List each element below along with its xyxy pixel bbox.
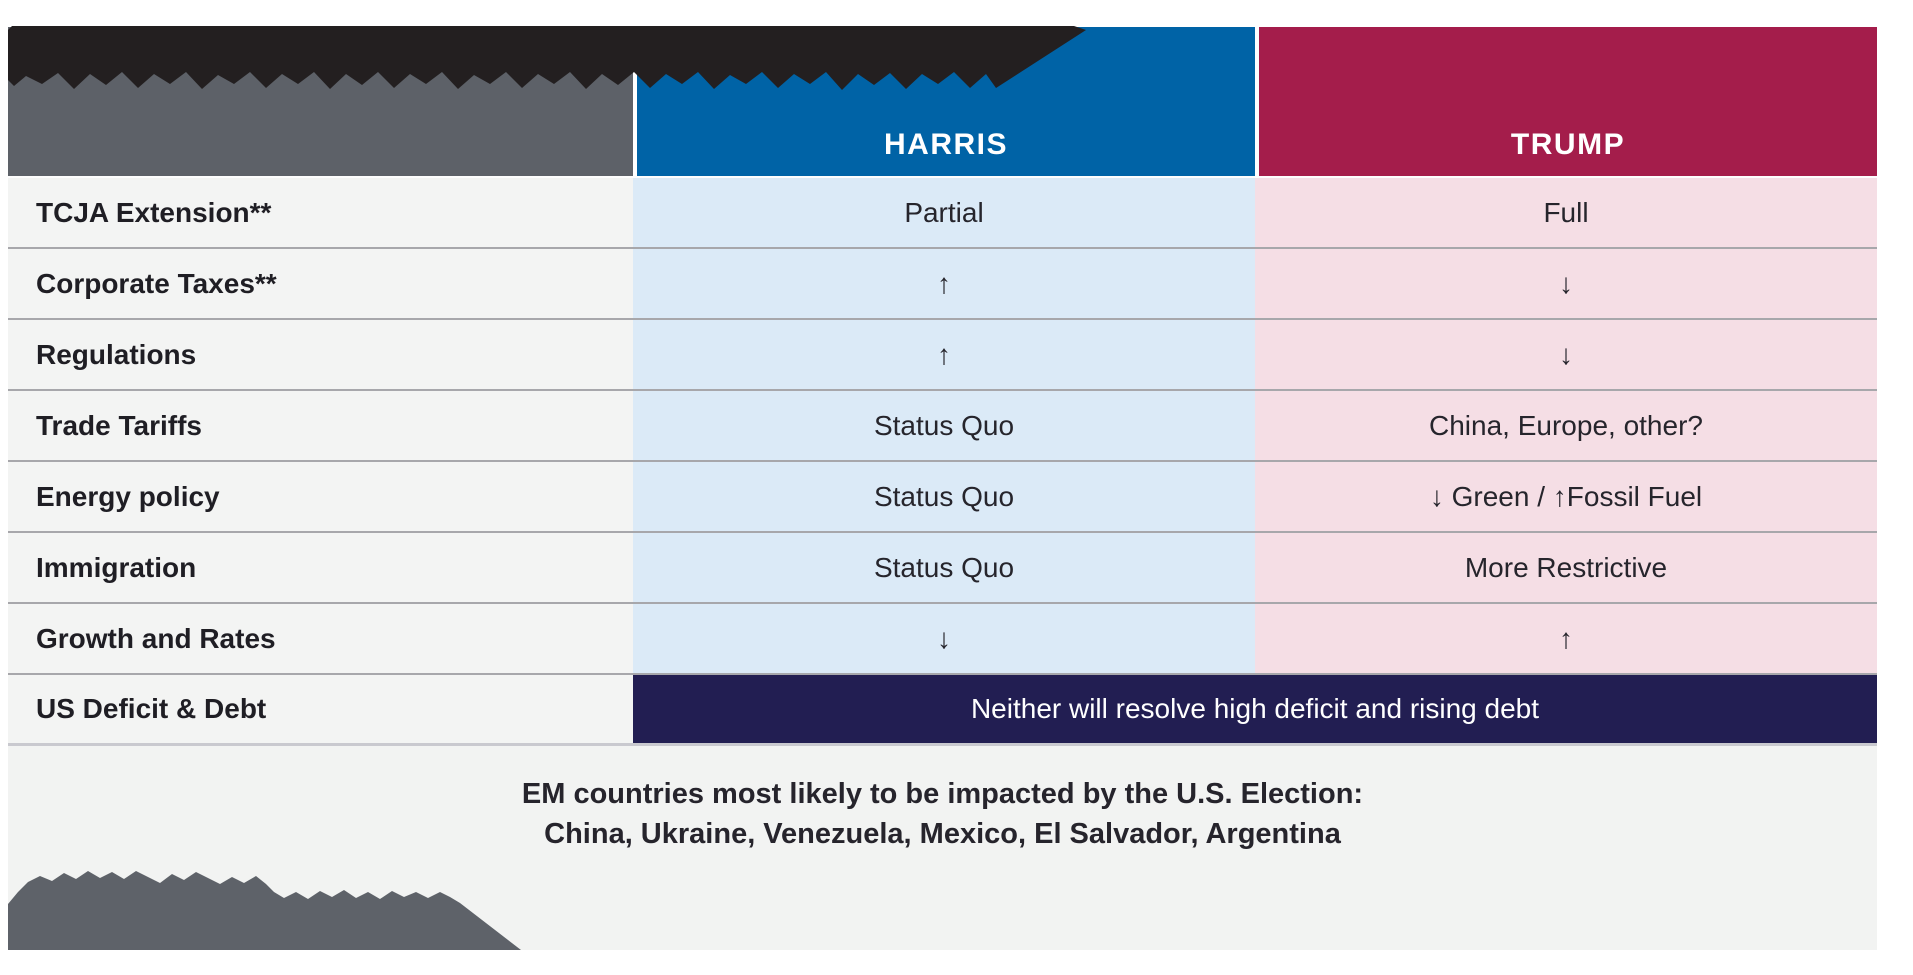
trump-cell: ↑	[1255, 604, 1877, 673]
row-label: TCJA Extension**	[8, 178, 633, 247]
table-row: Growth and Rates ↓ ↑	[8, 604, 1877, 675]
harris-cell: Partial	[633, 178, 1255, 247]
trump-cell: Full	[1255, 178, 1877, 247]
trump-cell: China, Europe, other?	[1255, 391, 1877, 460]
row-label: Immigration	[8, 533, 633, 602]
deficit-merged-cell: Neither will resolve high deficit and ri…	[633, 675, 1877, 743]
redaction-shape	[8, 26, 1086, 90]
redacted-footnote-scribble	[8, 871, 521, 950]
trump-cell: ↓	[1255, 249, 1877, 318]
table-row: Trade Tariffs Status Quo China, Europe, …	[8, 391, 1877, 462]
redacted-title-scribble	[8, 26, 1086, 90]
harris-cell: Status Quo	[633, 391, 1255, 460]
trump-cell: ↓ Green / ↑Fossil Fuel	[1255, 462, 1877, 531]
table-row: Regulations ↑ ↓	[8, 320, 1877, 391]
trump-column-header: TRUMP	[1255, 27, 1877, 176]
harris-cell: ↑	[633, 249, 1255, 318]
em-countries-heading: EM countries most likely to be impacted …	[521, 778, 1364, 810]
table-row: Corporate Taxes** ↑ ↓	[8, 249, 1877, 320]
policy-comparison-table: HARRIS TRUMP TCJA Extension** Partial Fu…	[8, 27, 1877, 746]
trump-header-label: TRUMP	[1510, 128, 1626, 161]
row-label: Corporate Taxes**	[8, 249, 633, 318]
row-label: Trade Tariffs	[8, 391, 633, 460]
trump-cell: More Restrictive	[1255, 533, 1877, 602]
table-row: Immigration Status Quo More Restrictive	[8, 533, 1877, 604]
harris-cell: ↑	[633, 320, 1255, 389]
em-countries-list: China, Ukraine, Venezuela, Mexico, El Sa…	[544, 818, 1341, 850]
row-label: US Deficit & Debt	[8, 675, 633, 743]
trump-cell: ↓	[1255, 320, 1877, 389]
harris-cell: Status Quo	[633, 462, 1255, 531]
harris-cell: ↓	[633, 604, 1255, 673]
row-label: Regulations	[8, 320, 633, 389]
table-row: TCJA Extension** Partial Full	[8, 178, 1877, 249]
harris-cell: Status Quo	[633, 533, 1255, 602]
table-row: Energy policy Status Quo ↓ Green / ↑Foss…	[8, 462, 1877, 533]
row-label: Energy policy	[8, 462, 633, 531]
table-row-deficit: US Deficit & Debt Neither will resolve h…	[8, 675, 1877, 746]
harris-header-label: HARRIS	[883, 128, 1008, 161]
row-label: Growth and Rates	[8, 604, 633, 673]
redaction-shape	[8, 871, 521, 950]
